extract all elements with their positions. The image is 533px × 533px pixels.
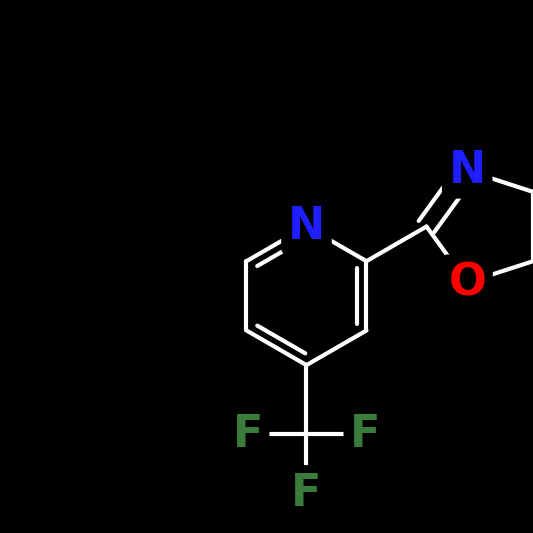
Text: N: N (449, 149, 486, 192)
Text: F: F (350, 413, 381, 456)
Text: F: F (232, 413, 263, 456)
Text: F: F (292, 472, 321, 515)
Text: N: N (288, 205, 325, 248)
Text: O: O (448, 261, 486, 304)
